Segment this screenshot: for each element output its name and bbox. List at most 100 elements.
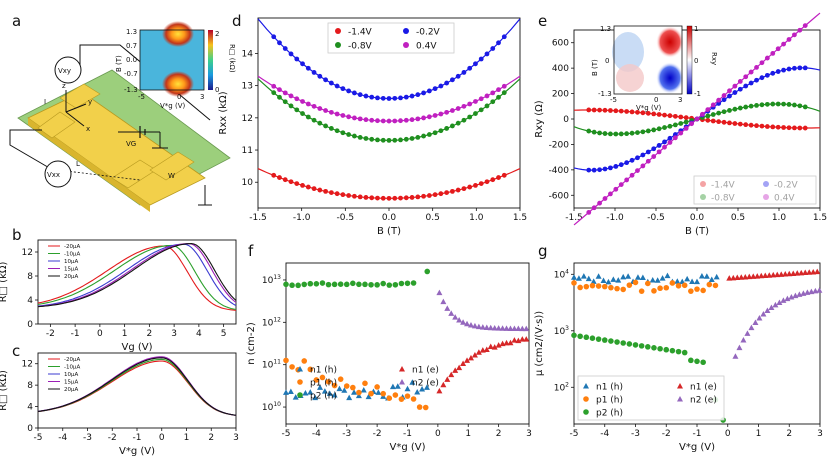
data-point (392, 281, 399, 288)
data-point (403, 136, 409, 142)
data-point (737, 79, 743, 84)
data-point (759, 102, 765, 108)
data-point (734, 274, 741, 281)
data-point (678, 130, 684, 136)
data-point (737, 121, 743, 127)
data-point (283, 281, 289, 288)
legend-marker (297, 379, 303, 385)
data-point (705, 113, 711, 119)
y-tick-label: 1012 (262, 316, 281, 328)
data-point (700, 359, 706, 366)
data-point (740, 337, 747, 343)
data-point (307, 389, 314, 395)
data-point (403, 117, 409, 123)
inset-a-frame (139, 29, 205, 91)
data-point (663, 284, 670, 291)
data-point (346, 114, 352, 120)
data-point (601, 283, 608, 290)
data-point (744, 330, 751, 336)
data-point (645, 110, 651, 116)
data-point (389, 383, 396, 390)
data-point (788, 294, 795, 300)
data-point (292, 394, 299, 400)
y-tick-label: 400 (552, 64, 569, 74)
data-point (423, 384, 430, 390)
data-point (678, 114, 684, 120)
data-point (334, 111, 340, 117)
data-point (319, 374, 326, 381)
data-point (626, 341, 633, 347)
x-tick-label: 4 (196, 329, 202, 339)
legend-label: -20μA (64, 244, 80, 250)
data-point (403, 195, 409, 201)
series-line (37, 244, 237, 311)
data-point (334, 191, 340, 197)
data-point (352, 90, 357, 96)
data-point (710, 112, 716, 117)
inset-e-blue-spot (656, 62, 684, 94)
data-point (484, 93, 490, 99)
data-point (386, 118, 392, 124)
panel-g-plot: -5 -4 -3 -2 -1 0 1 2 3 102 103 104 V*g (V) μ (cm2/(V·… (534, 262, 823, 453)
data-point (501, 172, 507, 178)
data-point (410, 280, 417, 286)
y-tick-label: 13 (242, 82, 253, 92)
data-point (421, 90, 426, 96)
data-point (455, 187, 461, 193)
data-point (386, 395, 393, 402)
data-point (602, 107, 608, 113)
data-point (583, 334, 590, 341)
y-tick-label: 1013 (262, 274, 281, 286)
inset-e-colorbar (686, 25, 693, 95)
data-point (432, 113, 438, 118)
x-tick-label: 3 (817, 429, 823, 439)
data-point (288, 51, 294, 57)
data-point (634, 274, 641, 280)
inset-a-hotspot-top (162, 21, 194, 47)
data-point (756, 314, 763, 321)
y-tick-label: -400 (549, 166, 570, 176)
data-point (781, 101, 786, 107)
x-tick-label: -0.5 (337, 213, 355, 223)
data-point (467, 184, 473, 190)
data-point (478, 181, 484, 187)
data-point (277, 94, 282, 100)
panel-e-label: e (538, 12, 547, 30)
data-point (632, 342, 639, 348)
data-point (455, 120, 461, 126)
data-point (798, 269, 805, 276)
data-point (450, 123, 455, 129)
data-point (450, 77, 455, 83)
legend-marker (335, 42, 341, 48)
data-point (651, 127, 657, 133)
data-point (754, 273, 761, 279)
data-point (478, 107, 484, 113)
data-point (605, 278, 612, 285)
legend-label: -10μA (64, 365, 80, 371)
data-point (467, 114, 473, 120)
legend-label: -20μA (64, 357, 80, 363)
data-point (392, 118, 398, 124)
panel-d-label: d (232, 12, 242, 30)
inset-e-ytick: 0 (605, 57, 609, 65)
data-point (794, 270, 801, 276)
data-point (523, 325, 530, 332)
data-point (705, 107, 711, 113)
data-point (577, 284, 583, 291)
y-tick-label: 0 (563, 115, 569, 125)
data-point (496, 94, 501, 100)
data-point (386, 195, 392, 201)
data-point (797, 27, 803, 33)
data-point (523, 336, 530, 342)
data-point (313, 377, 320, 383)
data-point (656, 112, 662, 117)
data-point (615, 277, 622, 283)
data-point (656, 126, 662, 132)
data-point (635, 155, 640, 161)
data-point (375, 118, 380, 124)
data-point (519, 325, 526, 332)
data-point (727, 120, 732, 126)
data-point (667, 140, 673, 145)
data-point (507, 325, 514, 331)
axis-z-label: z (62, 82, 66, 90)
